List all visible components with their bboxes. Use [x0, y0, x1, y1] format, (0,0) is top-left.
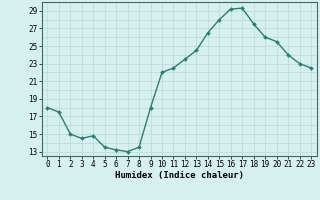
X-axis label: Humidex (Indice chaleur): Humidex (Indice chaleur)	[115, 171, 244, 180]
